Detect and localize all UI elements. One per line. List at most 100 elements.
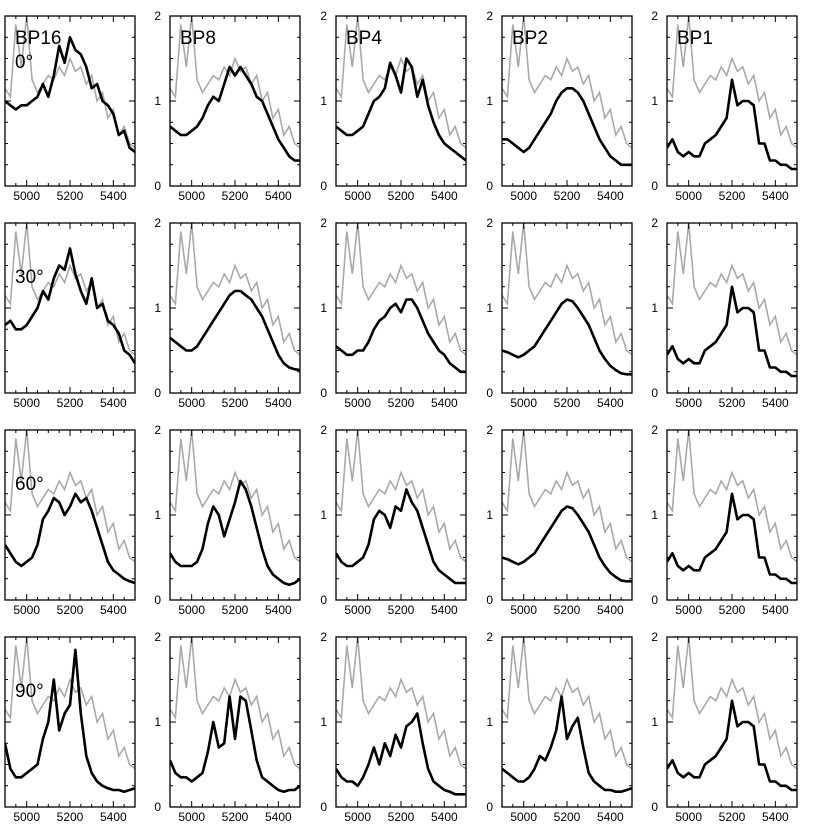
y-tick-label: 2 xyxy=(320,423,327,437)
panel-bp16-0deg: 5000 5200 5400 BP16 0° xyxy=(4,15,136,203)
x-tick-label: 5400 xyxy=(431,189,458,203)
x-tick-label: 5000 xyxy=(344,810,371,824)
x-tick-label: 5200 xyxy=(57,810,84,824)
reference-spectrum-line xyxy=(336,637,466,770)
reference-spectrum-line xyxy=(336,430,466,563)
y-tick-label: 1 xyxy=(154,301,161,315)
model-spectrum-line xyxy=(170,289,300,372)
y-tick-label: 2 xyxy=(320,216,327,230)
model-spectrum-line xyxy=(667,285,797,378)
y-tick-label: 0 xyxy=(486,179,493,193)
y-tick-label: 1 xyxy=(651,715,658,729)
y-tick-label: 0 xyxy=(320,386,327,400)
reference-spectrum-line xyxy=(502,16,632,149)
panel-bp1-90deg: 5000 5200 5400 0 1 2 xyxy=(651,630,798,824)
x-tick-label: 5200 xyxy=(719,810,746,824)
column-label: BP16 xyxy=(15,28,61,49)
x-tick-label: 5200 xyxy=(222,603,249,617)
y-tick-label: 0 xyxy=(486,386,493,400)
x-tick-label: 5400 xyxy=(431,396,458,410)
y-tick-label: 0 xyxy=(320,800,327,814)
y-tick-label: 2 xyxy=(154,9,161,23)
x-tick-label: 5200 xyxy=(388,189,415,203)
reference-spectrum-line xyxy=(502,223,632,356)
model-spectrum-line xyxy=(502,87,632,167)
y-tick-label: 1 xyxy=(651,301,658,315)
panel-bp8-30deg: 5000 5200 5400 0 1 2 xyxy=(154,216,301,410)
x-tick-label: 5200 xyxy=(57,603,84,617)
x-tick-label: 5400 xyxy=(762,603,789,617)
x-tick-label: 5400 xyxy=(762,396,789,410)
y-tick-label: 2 xyxy=(154,630,161,644)
model-spectrum-line xyxy=(336,298,466,374)
row-angle-label: 30° xyxy=(15,267,44,288)
panel-bp8-90deg: 5000 5200 5400 0 1 2 xyxy=(154,630,301,824)
column-label: BP4 xyxy=(346,28,382,49)
y-tick-label: 2 xyxy=(486,630,493,644)
x-tick-label: 5000 xyxy=(178,810,205,824)
panel-bp4-60deg: 5000 5200 5400 0 1 2 xyxy=(320,423,467,617)
panel-bp1-0deg: 5000 5200 5400 0 1 2 BP1 xyxy=(651,9,798,203)
reference-spectrum-line xyxy=(502,430,632,563)
x-tick-label: 5000 xyxy=(510,189,537,203)
column-label: BP8 xyxy=(180,28,216,49)
x-tick-label: 5000 xyxy=(675,810,702,824)
panel-bp8-0deg: 5000 5200 5400 0 1 2 BP8 xyxy=(154,9,301,203)
x-tick-label: 5400 xyxy=(265,810,292,824)
x-tick-label: 5400 xyxy=(762,810,789,824)
x-tick-label: 5000 xyxy=(178,189,205,203)
y-tick-label: 0 xyxy=(154,179,161,193)
x-tick-label: 5400 xyxy=(265,603,292,617)
y-tick-label: 2 xyxy=(651,216,658,230)
y-tick-label: 1 xyxy=(320,301,327,315)
reference-spectrum-line xyxy=(502,637,632,770)
panel-bp2-60deg: 5000 5200 5400 0 1 2 xyxy=(486,423,633,617)
reference-spectrum-line xyxy=(5,637,135,770)
panel-bp2-0deg: 5000 5200 5400 0 1 2 BP2 xyxy=(486,9,633,203)
x-tick-label: 5400 xyxy=(597,603,624,617)
y-tick-label: 1 xyxy=(486,508,493,522)
model-spectrum-line xyxy=(170,695,300,794)
y-tick-label: 0 xyxy=(486,800,493,814)
y-tick-label: 1 xyxy=(651,94,658,108)
model-spectrum-line xyxy=(502,505,632,583)
model-spectrum-line xyxy=(336,57,466,162)
x-tick-label: 5000 xyxy=(178,396,205,410)
x-tick-label: 5200 xyxy=(554,189,581,203)
x-tick-label: 5400 xyxy=(100,603,127,617)
reference-spectrum-line xyxy=(336,223,466,356)
y-tick-label: 2 xyxy=(651,630,658,644)
model-spectrum-line xyxy=(502,298,632,376)
panel-bp1-60deg: 5000 5200 5400 0 1 2 xyxy=(651,423,798,617)
y-tick-label: 1 xyxy=(320,715,327,729)
y-tick-label: 1 xyxy=(320,508,327,522)
reference-spectrum-line xyxy=(5,16,135,149)
x-tick-label: 5000 xyxy=(13,810,40,824)
x-tick-label: 5000 xyxy=(13,396,40,410)
panel-bp2-30deg: 5000 5200 5400 0 1 2 xyxy=(486,216,633,410)
x-tick-label: 5400 xyxy=(597,810,624,824)
x-tick-label: 5000 xyxy=(344,396,371,410)
y-tick-label: 2 xyxy=(320,630,327,644)
x-tick-label: 5200 xyxy=(719,396,746,410)
panel-bp4-30deg: 5000 5200 5400 0 1 2 xyxy=(320,216,467,410)
y-tick-label: 2 xyxy=(154,423,161,437)
reference-spectrum-line xyxy=(667,223,797,356)
x-tick-label: 5200 xyxy=(222,810,249,824)
panel-bp4-0deg: 5000 5200 5400 0 1 2 BP4 xyxy=(320,9,467,203)
model-spectrum-line xyxy=(336,712,466,796)
reference-spectrum-line xyxy=(170,430,300,563)
x-tick-label: 5400 xyxy=(597,189,624,203)
model-spectrum-line xyxy=(667,492,797,585)
model-spectrum-line xyxy=(170,65,300,162)
y-tick-label: 1 xyxy=(486,715,493,729)
x-tick-label: 5200 xyxy=(388,603,415,617)
y-tick-label: 1 xyxy=(154,94,161,108)
y-tick-label: 2 xyxy=(486,423,493,437)
column-label: BP1 xyxy=(677,28,713,49)
reference-spectrum-line xyxy=(170,637,300,770)
x-tick-label: 5200 xyxy=(554,810,581,824)
x-tick-label: 5000 xyxy=(13,189,40,203)
model-spectrum-line xyxy=(667,699,797,792)
y-tick-label: 2 xyxy=(486,216,493,230)
